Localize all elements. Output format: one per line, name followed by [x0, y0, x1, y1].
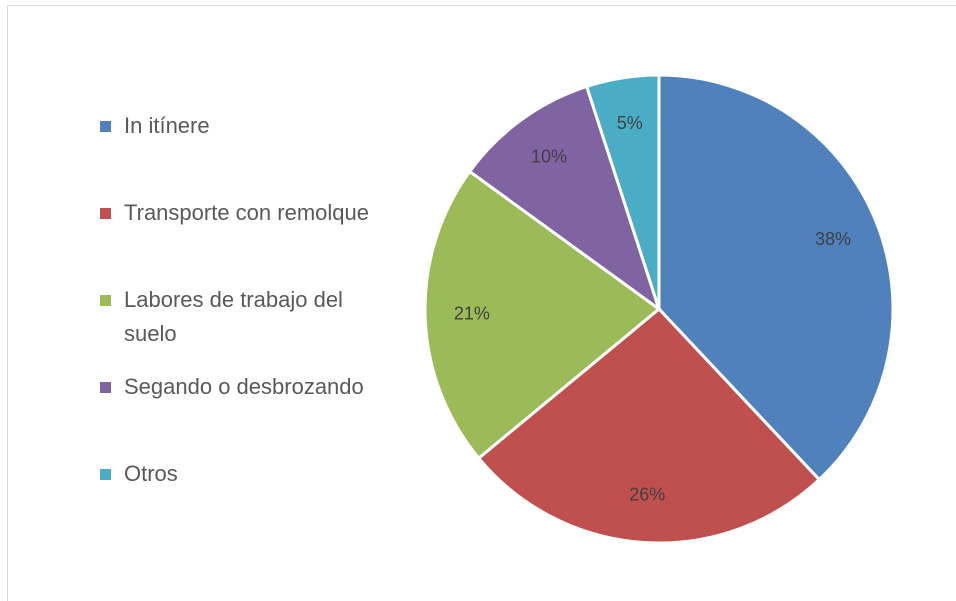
- pie-slice: [423, 169, 662, 461]
- legend-swatch: [100, 208, 111, 219]
- data-label: 10%: [531, 146, 567, 166]
- legend-label: Segando o desbrozando: [124, 374, 364, 399]
- legend-label: Otros: [124, 461, 178, 486]
- legend-item: In itínere: [100, 109, 390, 143]
- legend-item: Transporte con remolque: [100, 196, 390, 230]
- pie-slice: [476, 306, 822, 545]
- legend-swatch: [100, 121, 111, 132]
- pie-slice: [467, 84, 662, 313]
- legend-item: Labores de trabajo del suelo: [100, 283, 390, 351]
- legend-swatch: [100, 295, 111, 306]
- data-label: 21%: [454, 304, 490, 324]
- pie-slice: [584, 73, 661, 310]
- pie-slice: [657, 73, 895, 482]
- legend-label: In itínere: [124, 113, 210, 138]
- legend-item: Otros: [100, 457, 390, 491]
- legend-item: Segando o desbrozando: [100, 370, 390, 404]
- legend-label: Labores de trabajo del suelo: [124, 287, 343, 346]
- legend-swatch: [100, 469, 111, 480]
- legend-swatch: [100, 382, 111, 393]
- data-label: 5%: [617, 113, 643, 133]
- legend-label: Transporte con remolque: [124, 200, 369, 225]
- data-label: 38%: [815, 229, 851, 249]
- data-label: 26%: [629, 485, 665, 505]
- frame: [7, 5, 956, 601]
